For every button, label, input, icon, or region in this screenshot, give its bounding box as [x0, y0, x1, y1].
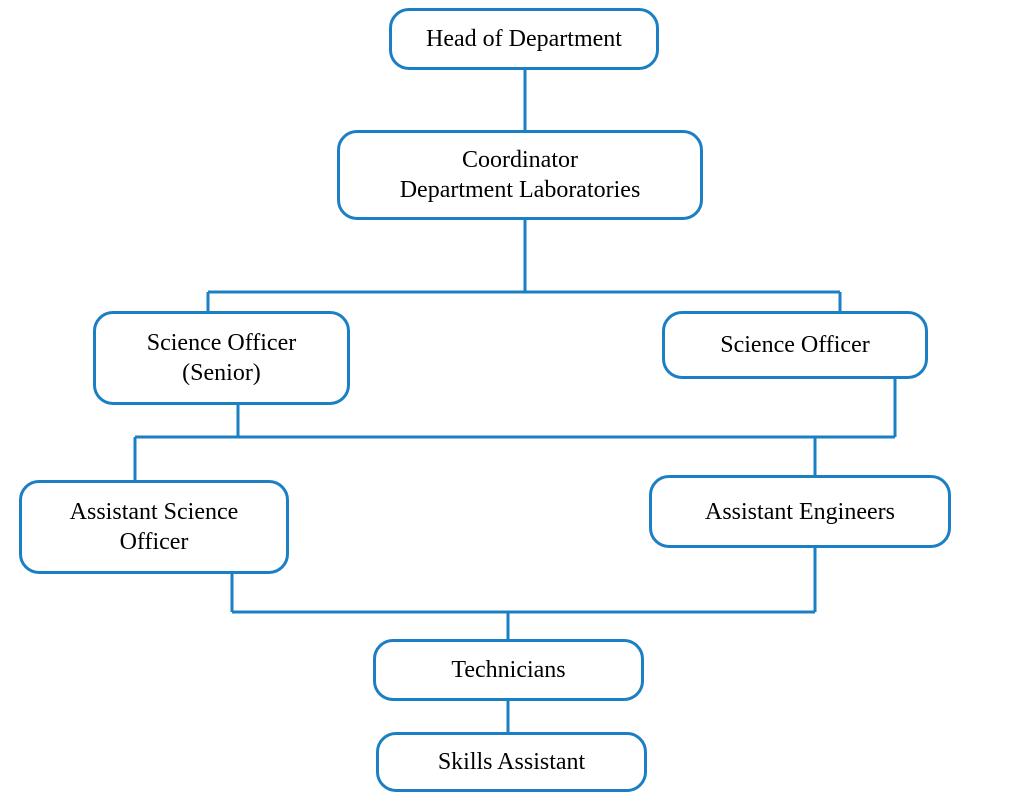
- node-so: Science Officer: [662, 311, 928, 379]
- node-head: Head of Department: [389, 8, 659, 70]
- org-chart-canvas: Head of Department Coordinator Department…: [0, 0, 1024, 794]
- node-tech: Technicians: [373, 639, 644, 701]
- node-coordinator: Coordinator Department Laboratories: [337, 130, 703, 220]
- node-aso: Assistant Science Officer: [19, 480, 289, 574]
- node-skills: Skills Assistant: [376, 732, 647, 792]
- node-ae: Assistant Engineers: [649, 475, 951, 548]
- node-so_senior: Science Officer (Senior): [93, 311, 350, 405]
